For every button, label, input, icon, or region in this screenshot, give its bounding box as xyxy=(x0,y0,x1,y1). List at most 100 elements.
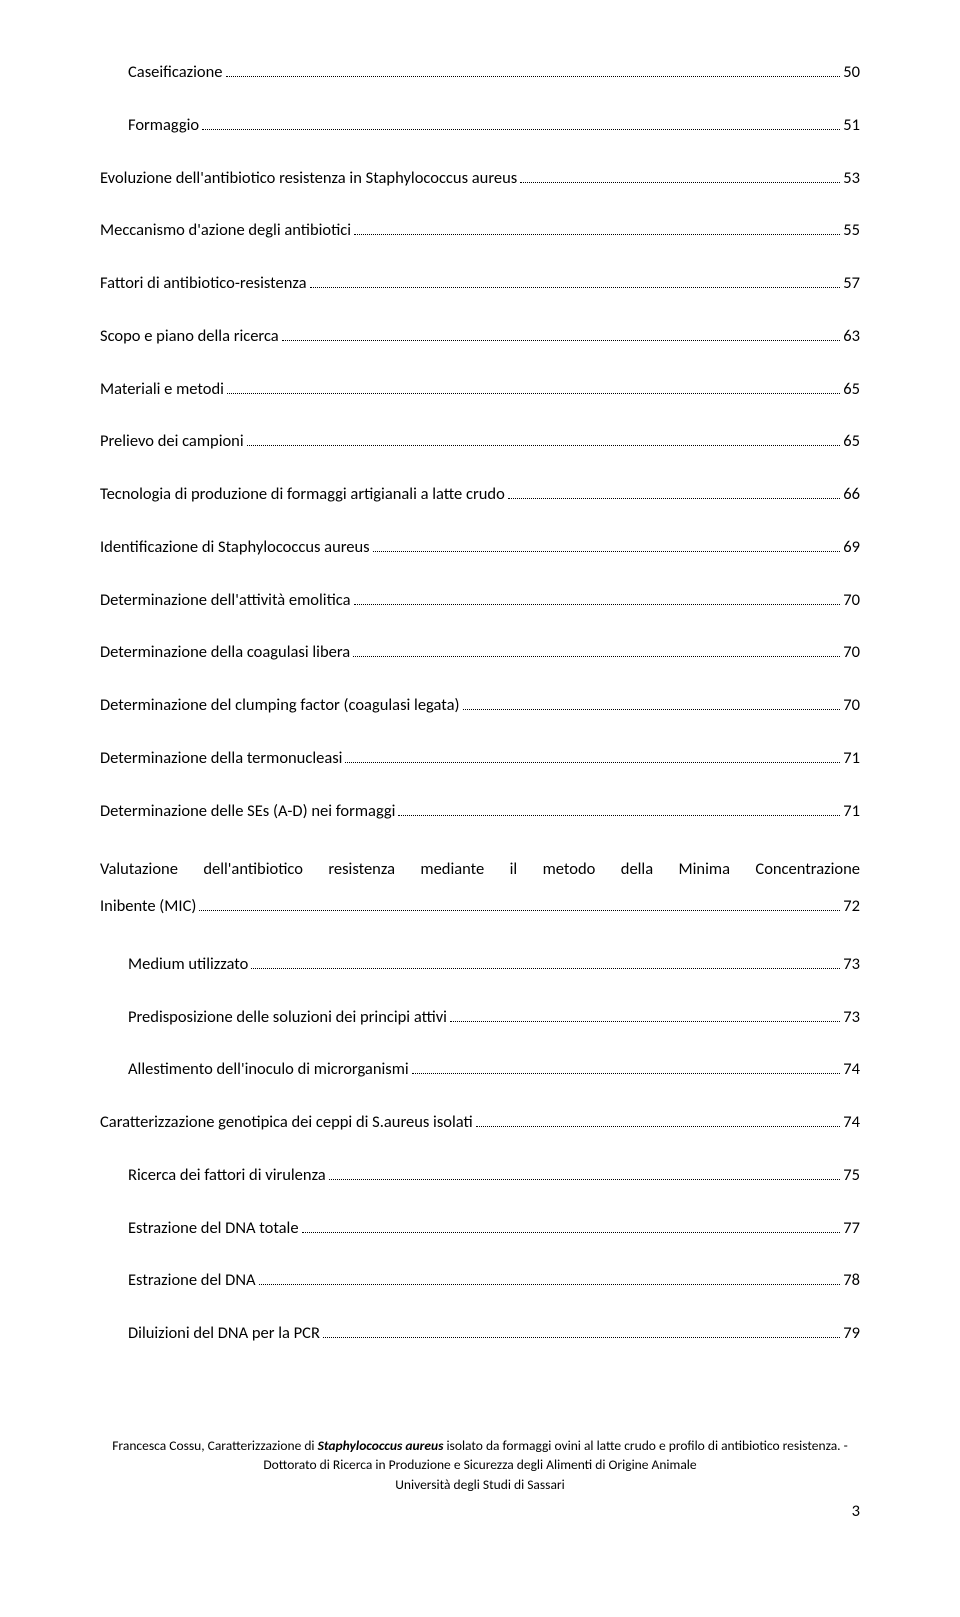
toc-leader-dots xyxy=(353,644,840,657)
toc-leader-dots xyxy=(259,1272,841,1285)
toc-entry-label: Caseificazione xyxy=(128,60,223,85)
toc-entry: Identificazione di Staphylococcus aureus… xyxy=(100,535,860,560)
toc-entry-label: Allestimento dell'inoculo di microrganis… xyxy=(128,1057,409,1082)
toc-entry-page: 70 xyxy=(843,693,860,718)
toc-entry-label: Meccanismo d'azione degli antibiotici xyxy=(100,218,351,243)
toc-leader-dots xyxy=(251,956,840,969)
toc-entry-label: Estrazione del DNA totale xyxy=(128,1216,299,1241)
toc-entry: Fattori di antibiotico-resistenza 57 xyxy=(100,271,860,296)
toc-entry: Medium utilizzato 73 xyxy=(128,952,860,977)
toc-leader-dots xyxy=(398,802,840,815)
toc-entry-page: 65 xyxy=(843,377,860,402)
toc-entry: Ricerca dei fattori di virulenza 75 xyxy=(128,1163,860,1188)
toc-entry-page: 57 xyxy=(843,271,860,296)
table-of-contents: Caseificazione 50 Formaggio 51 Evoluzione … xyxy=(100,60,860,1346)
toc-entry-label: Ricerca dei fattori di virulenza xyxy=(128,1163,326,1188)
page-footer: Francesca Cossu, Caratterizzazione di St… xyxy=(100,1436,860,1495)
toc-entry-page: 51 xyxy=(843,113,860,138)
toc-entry-line2: Inibente (MIC) 72 xyxy=(100,888,860,924)
toc-entry: Diluizioni del DNA per la PCR 79 xyxy=(128,1321,860,1346)
toc-entry-page: 79 xyxy=(843,1321,860,1346)
toc-entry: Estrazione del DNA 78 xyxy=(128,1268,860,1293)
toc-leader-dots xyxy=(476,1114,841,1127)
toc-entry: Predisposizione delle soluzioni dei prin… xyxy=(128,1005,860,1030)
toc-entry-label-line1: Valutazione dell'antibiotico resistenza … xyxy=(100,851,860,887)
toc-entry-label: Diluizioni del DNA per la PCR xyxy=(128,1321,320,1346)
toc-entry-label: Formaggio xyxy=(128,113,199,138)
toc-entry-multiline: Valutazione dell'antibiotico resistenza … xyxy=(100,851,860,924)
toc-entry-page: 53 xyxy=(843,166,860,191)
toc-entry: Determinazione dell'attività emolitica 7… xyxy=(100,588,860,613)
toc-entry-label: Caratterizzazione genotipica dei ceppi d… xyxy=(100,1110,473,1135)
toc-leader-dots xyxy=(354,591,841,604)
toc-entry-page: 65 xyxy=(843,429,860,454)
toc-entry: Caratterizzazione genotipica dei ceppi d… xyxy=(100,1110,860,1135)
footer-text-part1: Francesca Cossu, Caratterizzazione di xyxy=(112,1437,317,1454)
toc-leader-dots xyxy=(226,64,841,77)
toc-entry-page: 66 xyxy=(843,482,860,507)
toc-entry: Caseificazione 50 xyxy=(128,60,860,85)
toc-entry-page: 77 xyxy=(843,1216,860,1241)
toc-entry: Scopo e piano della ricerca 63 xyxy=(100,324,860,349)
toc-entry: Tecnologia di produzione di formaggi art… xyxy=(100,482,860,507)
toc-entry: Determinazione della termonucleasi 71 xyxy=(100,746,860,771)
toc-entry-page: 74 xyxy=(843,1057,860,1082)
toc-entry: Allestimento dell'inoculo di microrganis… xyxy=(128,1057,860,1082)
toc-entry-label: Medium utilizzato xyxy=(128,952,248,977)
toc-leader-dots xyxy=(199,897,840,910)
toc-entry: Materiali e metodi 65 xyxy=(100,377,860,402)
toc-entry-label: Identificazione di Staphylococcus aureus xyxy=(100,535,370,560)
toc-entry-label: Scopo e piano della ricerca xyxy=(100,324,279,349)
toc-entry-page: 63 xyxy=(843,324,860,349)
toc-entry-page: 73 xyxy=(843,1005,860,1030)
toc-entry: Determinazione delle SEs (A-D) nei forma… xyxy=(100,799,860,824)
toc-entry-page: 55 xyxy=(843,218,860,243)
toc-leader-dots xyxy=(247,433,841,446)
toc-leader-dots xyxy=(354,222,840,235)
toc-entry-label: Determinazione del clumping factor (coag… xyxy=(100,693,460,718)
toc-entry-label: Determinazione dell'attività emolitica xyxy=(100,588,351,613)
toc-entry-page: 73 xyxy=(843,952,860,977)
toc-entry-label: Materiali e metodi xyxy=(100,377,224,402)
toc-leader-dots xyxy=(520,169,840,182)
toc-leader-dots xyxy=(202,117,840,130)
toc-entry: Prelievo dei campioni 65 xyxy=(100,429,860,454)
toc-entry-page: 72 xyxy=(843,888,860,924)
toc-entry-label: Estrazione del DNA xyxy=(128,1268,256,1293)
toc-entry: Evoluzione dell'antibiotico resistenza i… xyxy=(100,166,860,191)
toc-leader-dots xyxy=(227,380,840,393)
toc-entry: Formaggio 51 xyxy=(128,113,860,138)
toc-leader-dots xyxy=(508,486,841,499)
toc-entry: Meccanismo d'azione degli antibiotici 55 xyxy=(100,218,860,243)
toc-leader-dots xyxy=(373,539,841,552)
toc-entry-page: 71 xyxy=(843,746,860,771)
toc-entry-label: Determinazione della termonucleasi xyxy=(100,746,342,771)
toc-leader-dots xyxy=(412,1061,841,1074)
toc-entry-page: 78 xyxy=(843,1268,860,1293)
footer-text-part2: Staphylococcus aureus xyxy=(318,1437,444,1454)
toc-entry: Determinazione del clumping factor (coag… xyxy=(100,693,860,718)
toc-entry-label: Evoluzione dell'antibiotico resistenza i… xyxy=(100,166,517,191)
toc-entry-label: Tecnologia di produzione di formaggi art… xyxy=(100,482,505,507)
toc-entry-page: 50 xyxy=(843,60,860,85)
toc-entry-label: Predisposizione delle soluzioni dei prin… xyxy=(128,1005,447,1030)
footer-university: Università degli Studi di Sassari xyxy=(395,1476,564,1493)
toc-entry-label: Determinazione della coagulasi libera xyxy=(100,640,350,665)
toc-leader-dots xyxy=(282,328,841,341)
toc-leader-dots xyxy=(310,275,841,288)
toc-leader-dots xyxy=(302,1219,841,1232)
toc-entry-page: 75 xyxy=(843,1163,860,1188)
toc-entry-label: Prelievo dei campioni xyxy=(100,429,244,454)
toc-leader-dots xyxy=(345,750,840,763)
toc-entry-label-line2: Inibente (MIC) xyxy=(100,888,196,924)
toc-leader-dots xyxy=(329,1167,841,1180)
toc-leader-dots xyxy=(463,697,841,710)
toc-leader-dots xyxy=(323,1325,840,1338)
toc-entry-label: Fattori di antibiotico-resistenza xyxy=(100,271,307,296)
toc-entry-page: 69 xyxy=(843,535,860,560)
page-number: 3 xyxy=(100,1501,860,1521)
toc-entry-page: 74 xyxy=(843,1110,860,1135)
toc-entry: Determinazione della coagulasi libera 70 xyxy=(100,640,860,665)
toc-entry-page: 70 xyxy=(843,640,860,665)
toc-entry-page: 70 xyxy=(843,588,860,613)
